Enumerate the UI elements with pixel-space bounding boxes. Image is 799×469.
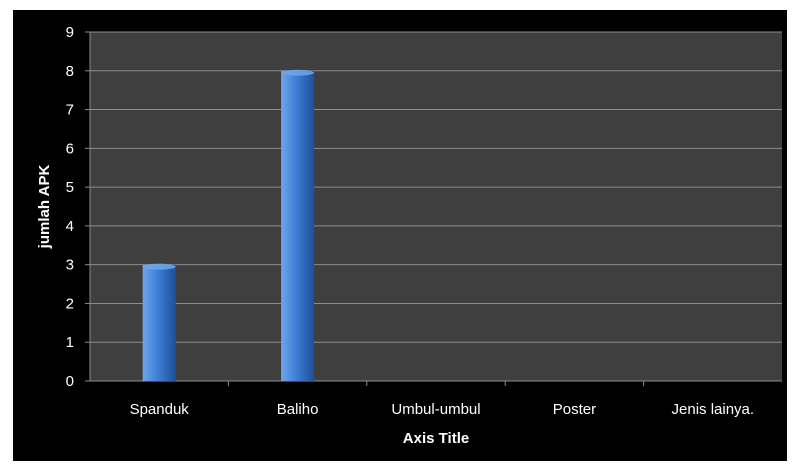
y-tick-label: 8: [66, 63, 74, 80]
x-axis-ticks: Spanduk Baliho Umbul-umbul Poster Jenis lain…: [130, 381, 754, 418]
y-tick-label: 7: [66, 102, 74, 119]
y-tick-label: 9: [66, 24, 74, 41]
plot-area: [90, 32, 782, 381]
x-tick-label: Jenis lainya.: [672, 401, 755, 418]
bar-cap: [281, 70, 314, 76]
x-tick-label: Poster: [553, 401, 596, 418]
y-tick-label: 3: [66, 257, 74, 274]
x-axis-title: Axis Title: [403, 430, 469, 447]
y-tick-label: 4: [66, 218, 74, 235]
y-axis-title: jumlah APK: [36, 165, 53, 250]
bar: [143, 265, 176, 381]
x-tick-label: Spanduk: [130, 401, 190, 418]
y-axis-ticks: 0 1 2 3 4 5 6 7 8 9: [66, 24, 90, 390]
y-tick-label: 6: [66, 140, 74, 157]
bar: [281, 71, 314, 381]
x-tick-label: Umbul-umbul: [391, 401, 480, 418]
y-tick-label: 2: [66, 295, 74, 312]
bar-cap: [143, 264, 176, 270]
x-tick-label: Baliho: [277, 401, 319, 418]
y-tick-label: 5: [66, 179, 74, 196]
y-tick-label: 0: [66, 373, 74, 390]
y-tick-label: 1: [66, 334, 74, 351]
